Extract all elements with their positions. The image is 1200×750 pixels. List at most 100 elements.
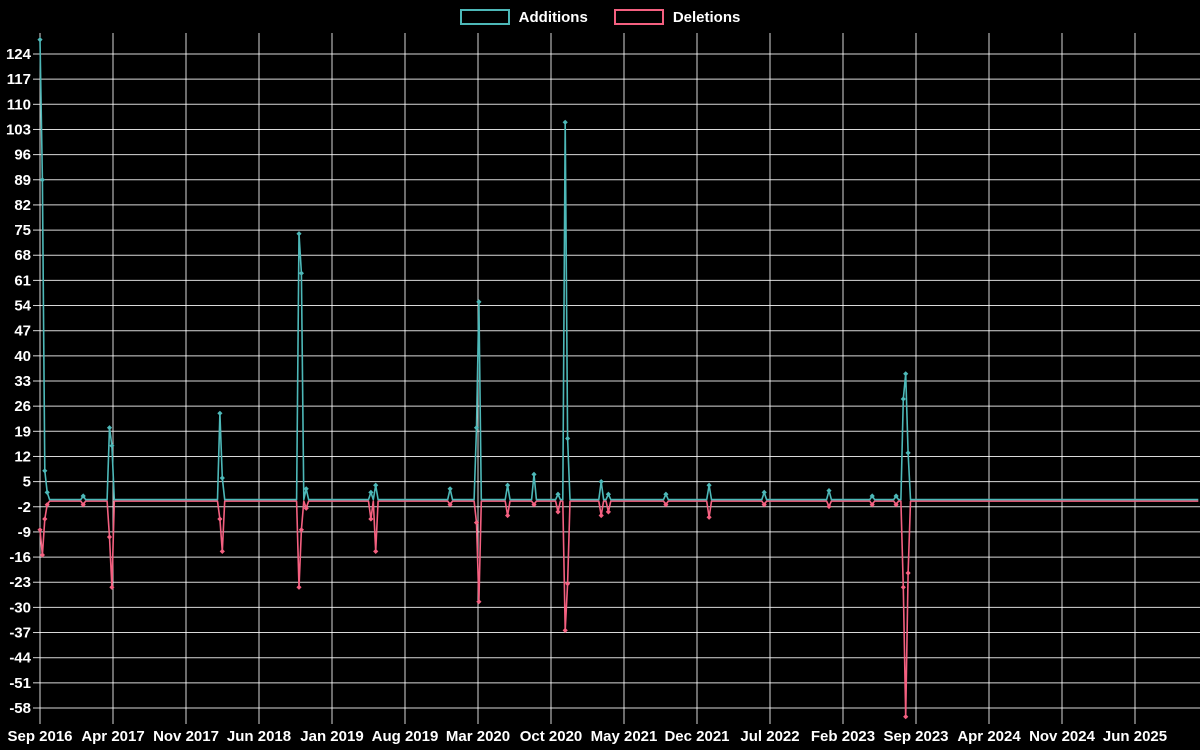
data-point-marker	[296, 231, 302, 237]
data-point-marker	[39, 552, 45, 558]
y-tick-label: -58	[9, 700, 31, 717]
data-point-marker	[473, 425, 480, 431]
data-point-marker	[109, 443, 115, 449]
data-point-marker	[893, 493, 899, 499]
y-tick-label: 12	[14, 448, 31, 465]
additions-swatch-icon	[459, 9, 510, 25]
data-point-marker	[893, 502, 899, 508]
x-tick-label: Jun 2025	[1103, 728, 1167, 745]
data-point-marker	[826, 488, 832, 494]
data-point-marker	[368, 516, 374, 522]
data-point-marker	[476, 599, 482, 605]
y-tick-label: 19	[14, 423, 31, 440]
data-point-marker	[476, 299, 482, 305]
y-tick-label: -23	[9, 574, 31, 591]
data-point-marker	[298, 270, 304, 276]
data-point-marker	[706, 482, 712, 488]
y-tick-label: 26	[14, 398, 31, 415]
data-point-marker	[109, 584, 115, 590]
y-tick-label: 124	[6, 46, 32, 63]
data-point-marker	[373, 482, 379, 488]
y-tick-labels: 124 117 110 103 96 89 82 75 68 61 54 47 40 33 26 19 12 5 -…	[6, 46, 32, 717]
x-tick-label: Jan 2019	[300, 728, 363, 745]
x-tick-labels: Sep 2016 Apr 2017 Nov 2017 Jun 2018 Jan 2019…	[7, 728, 1167, 745]
data-point-marker	[869, 502, 875, 508]
data-point-marker	[37, 37, 43, 43]
data-point-marker	[663, 502, 669, 508]
data-point-marker	[44, 502, 50, 508]
data-point-marker	[106, 425, 113, 431]
data-point-marker	[80, 502, 86, 508]
data-point-marker	[555, 509, 561, 515]
chart-legend: Additions Deletions	[0, 6, 1200, 28]
data-point-marker	[761, 489, 767, 495]
data-point-marker	[826, 503, 832, 510]
data-point-marker	[562, 627, 568, 633]
data-point-marker	[900, 396, 906, 402]
data-point-marker	[555, 491, 561, 497]
x-tick-label: Feb 2023	[811, 728, 875, 745]
data-point-marker	[296, 584, 302, 590]
data-point-marker	[368, 489, 374, 495]
data-point-marker	[562, 119, 568, 125]
data-point-marker	[605, 509, 611, 515]
y-tick-label: 47	[14, 323, 31, 340]
data-point-marker	[531, 502, 537, 508]
deletions-legend-label: Deletions	[672, 8, 741, 26]
x-tick-label: Dec 2021	[664, 728, 729, 745]
deletions-point-markers	[37, 502, 911, 720]
data-point-marker	[869, 493, 875, 499]
data-point-marker	[903, 714, 909, 720]
data-point-marker	[900, 584, 906, 590]
x-tick-label: Apr 2017	[81, 728, 144, 745]
data-point-marker	[905, 570, 911, 576]
x-tick-label: Nov 2017	[153, 728, 219, 745]
data-point-marker	[39, 177, 45, 183]
data-point-marker	[44, 489, 50, 495]
deletions-swatch-icon	[613, 9, 664, 25]
y-tick-label: 33	[14, 373, 31, 390]
data-point-marker	[565, 435, 571, 442]
data-point-marker	[42, 468, 48, 474]
data-point-marker	[531, 471, 537, 477]
y-tick-label: -51	[9, 675, 31, 692]
y-tick-label: 117	[7, 71, 31, 88]
data-point-marker	[303, 505, 309, 511]
data-point-marker	[106, 534, 113, 540]
y-tick-label: 40	[14, 348, 31, 365]
x-tick-label: Mar 2020	[446, 728, 510, 745]
y-tick-label: 61	[14, 272, 31, 289]
y-tick-label: 82	[14, 197, 31, 214]
y-tick-label: 68	[14, 247, 31, 264]
y-tick-label: -9	[18, 524, 31, 541]
data-point-marker	[761, 502, 767, 508]
data-point-marker	[565, 581, 571, 587]
y-tick-label: 75	[14, 222, 31, 239]
y-tick-label: 110	[7, 96, 31, 113]
data-point-marker	[447, 486, 453, 492]
deletions-line	[39, 500, 1199, 718]
y-tick-label: 54	[14, 298, 31, 315]
x-tick-label: May 2021	[591, 728, 658, 745]
data-point-marker	[905, 450, 911, 456]
data-point-marker	[298, 527, 304, 533]
x-tick-label: Jul 2022	[740, 728, 799, 745]
x-tick-label: Sep 2023	[883, 728, 948, 745]
legend-item-deletions[interactable]: Deletions	[613, 8, 741, 26]
data-point-marker	[473, 520, 480, 526]
x-gridlines	[39, 33, 1136, 724]
legend-item-additions[interactable]: Additions	[459, 9, 588, 25]
data-point-marker	[217, 410, 223, 416]
y-tick-label: -30	[9, 599, 31, 616]
y-gridlines	[33, 53, 1200, 709]
data-point-marker	[373, 548, 379, 554]
y-tick-label: 89	[14, 172, 31, 189]
y-tick-label: 5	[23, 474, 31, 491]
additions-line	[39, 39, 1199, 501]
data-point-marker	[80, 493, 86, 499]
data-point-marker	[605, 491, 611, 497]
x-tick-label: Aug 2019	[372, 728, 439, 745]
x-tick-label: Jun 2018	[227, 728, 291, 745]
